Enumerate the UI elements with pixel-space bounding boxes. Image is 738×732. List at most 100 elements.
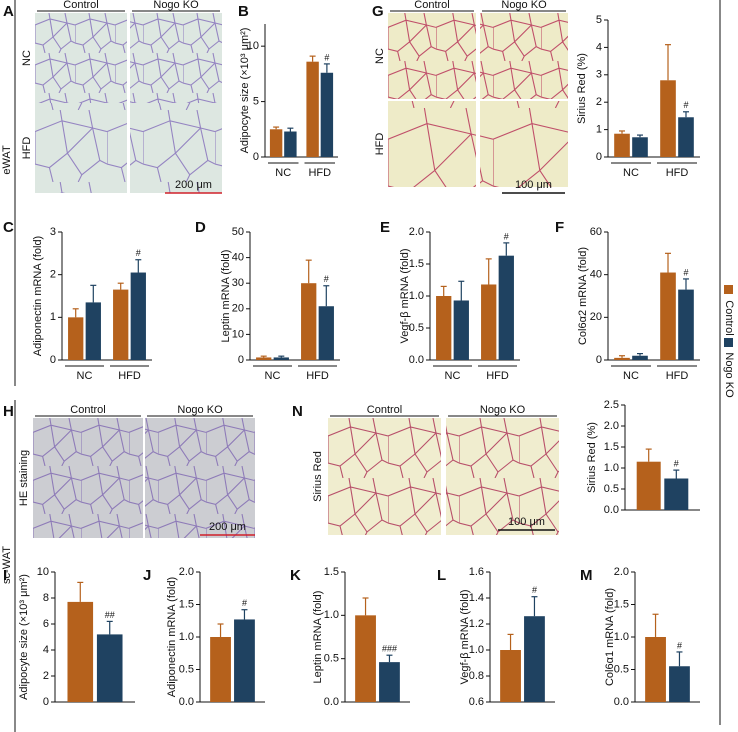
panel-label: J bbox=[143, 567, 151, 584]
y-tick-label: 0.0 bbox=[324, 696, 339, 708]
y-tick-label: 0 bbox=[50, 354, 56, 366]
bar bbox=[500, 650, 521, 702]
y-axis-label: Col6α2 mRNA (fold) bbox=[577, 247, 589, 345]
section-label: sc-WAT bbox=[1, 546, 13, 584]
x-tick-label: HFD bbox=[308, 167, 331, 179]
bar bbox=[301, 283, 317, 360]
panel-label: C bbox=[3, 219, 14, 236]
y-tick-label: 1.0 bbox=[614, 631, 629, 643]
micrograph-texture bbox=[446, 418, 559, 535]
row-label: Sirius Red bbox=[312, 451, 324, 502]
y-tick-label: 0 bbox=[596, 151, 602, 163]
legend-label: Nogo KO bbox=[723, 352, 735, 398]
y-tick-label: 60 bbox=[590, 226, 602, 238]
y-tick-label: 2 bbox=[596, 96, 602, 108]
y-tick-label: 20 bbox=[590, 311, 602, 323]
y-tick-label: 30 bbox=[232, 277, 244, 289]
y-axis-label: Adipocyte size (×10³ μm²) bbox=[239, 28, 251, 154]
x-tick-label: NC bbox=[445, 370, 461, 382]
y-tick-label: 0 bbox=[253, 151, 259, 163]
x-tick-label: NC bbox=[623, 370, 639, 382]
bar bbox=[67, 601, 94, 702]
y-tick-label: 1.6 bbox=[469, 566, 484, 578]
y-tick-label: 10 bbox=[232, 328, 244, 340]
y-tick-label: 0.5 bbox=[604, 483, 619, 495]
legend-swatch bbox=[724, 285, 733, 294]
y-tick-label: 1.5 bbox=[604, 441, 619, 453]
row-label: NC bbox=[374, 48, 386, 64]
significance: # bbox=[242, 598, 247, 608]
bar bbox=[113, 289, 129, 360]
panel-label: G bbox=[372, 3, 384, 20]
scale-bar-label: 200 μm bbox=[175, 179, 212, 191]
y-tick-label: 10 bbox=[247, 40, 259, 52]
bar bbox=[678, 117, 694, 157]
micrograph-texture bbox=[33, 418, 143, 538]
y-tick-label: 2.0 bbox=[409, 226, 424, 238]
y-axis-label: Sirius Red (%) bbox=[586, 422, 598, 493]
y-tick-label: 40 bbox=[232, 252, 244, 264]
panel-label: B bbox=[238, 3, 249, 20]
panel-label: L bbox=[437, 567, 446, 584]
scale-bar-label: 200 μm bbox=[209, 521, 246, 533]
y-tick-label: 40 bbox=[590, 269, 602, 281]
bar bbox=[669, 666, 690, 702]
significance: # bbox=[677, 640, 682, 650]
y-tick-label: 1.0 bbox=[604, 462, 619, 474]
y-tick-label: 1.5 bbox=[614, 598, 629, 610]
significance: ## bbox=[105, 610, 115, 620]
x-tick-label: HFD bbox=[666, 167, 689, 179]
x-tick-label: HFD bbox=[486, 370, 509, 382]
significance: # bbox=[532, 585, 537, 595]
x-tick-label: NC bbox=[77, 370, 93, 382]
y-tick-label: 0.0 bbox=[179, 696, 194, 708]
panel-label: M bbox=[580, 567, 593, 584]
y-tick-label: 2.0 bbox=[604, 420, 619, 432]
bar bbox=[524, 616, 545, 702]
bar bbox=[284, 131, 297, 157]
y-axis-label: Leptin mRNA (fold) bbox=[312, 591, 324, 684]
y-tick-label: 2 bbox=[43, 670, 49, 682]
micrograph-texture bbox=[328, 418, 441, 535]
micrograph-texture bbox=[145, 418, 255, 538]
panel-label: K bbox=[290, 567, 301, 584]
bar bbox=[355, 615, 376, 702]
row-label: HFD bbox=[374, 133, 386, 156]
y-tick-label: 10 bbox=[37, 566, 49, 578]
significance: # bbox=[683, 100, 688, 110]
panel-label: I bbox=[3, 567, 7, 584]
bar bbox=[273, 357, 289, 360]
y-tick-label: 1 bbox=[596, 124, 602, 136]
bar bbox=[645, 637, 666, 702]
y-tick-label: 5 bbox=[253, 95, 259, 107]
bar bbox=[234, 619, 255, 702]
bar bbox=[678, 289, 694, 360]
y-tick-label: 0.8 bbox=[469, 670, 484, 682]
panel-label: H bbox=[3, 403, 14, 420]
panel-label: N bbox=[292, 403, 303, 420]
micrograph-texture bbox=[480, 13, 568, 99]
significance: # bbox=[674, 458, 679, 468]
y-tick-label: 2 bbox=[50, 269, 56, 281]
y-tick-label: 3 bbox=[50, 226, 56, 238]
y-tick-label: 0.0 bbox=[409, 354, 424, 366]
column-label: Control bbox=[414, 0, 449, 11]
y-axis-label: Col6α1 mRNA (fold) bbox=[604, 588, 616, 686]
micrograph-texture bbox=[480, 101, 568, 187]
bar bbox=[436, 296, 452, 360]
x-tick-label: NC bbox=[265, 370, 281, 382]
bar bbox=[660, 80, 676, 157]
y-tick-label: 3 bbox=[596, 69, 602, 81]
y-tick-label: 0 bbox=[596, 354, 602, 366]
significance: # bbox=[324, 274, 329, 284]
column-label: Nogo KO bbox=[480, 404, 526, 416]
y-tick-label: 4 bbox=[596, 41, 602, 53]
legend-label: Control bbox=[723, 300, 735, 335]
x-tick-label: NC bbox=[275, 167, 291, 179]
bar bbox=[664, 478, 689, 510]
bar bbox=[96, 634, 123, 702]
bar bbox=[632, 137, 648, 157]
y-tick-label: 1 bbox=[50, 311, 56, 323]
y-axis-label: Adipocyte size (×10³ μm²) bbox=[18, 574, 30, 700]
y-tick-label: 0.5 bbox=[409, 322, 424, 334]
